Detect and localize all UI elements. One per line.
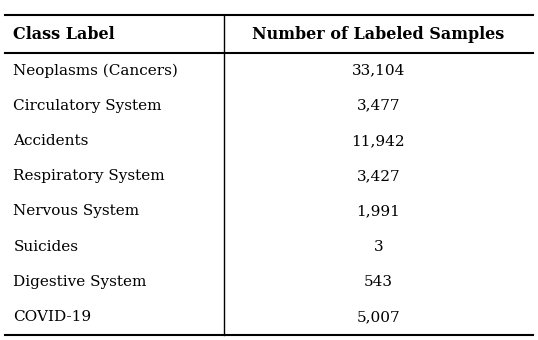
Text: Neoplasms (Cancers): Neoplasms (Cancers) <box>13 63 178 78</box>
Text: 11,942: 11,942 <box>352 134 405 148</box>
Text: 3,427: 3,427 <box>357 169 400 183</box>
Text: 5,007: 5,007 <box>357 310 400 324</box>
Text: Suicides: Suicides <box>13 240 79 254</box>
Text: Nervous System: Nervous System <box>13 204 139 218</box>
Text: 543: 543 <box>364 275 393 289</box>
Text: 3,477: 3,477 <box>357 99 400 113</box>
Text: Digestive System: Digestive System <box>13 275 147 289</box>
Text: Respiratory System: Respiratory System <box>13 169 165 183</box>
Text: 33,104: 33,104 <box>352 63 405 77</box>
Text: Circulatory System: Circulatory System <box>13 99 162 113</box>
Text: Number of Labeled Samples: Number of Labeled Samples <box>252 26 505 42</box>
Text: Class Label: Class Label <box>13 26 115 42</box>
Text: COVID-19: COVID-19 <box>13 310 91 324</box>
Text: 3: 3 <box>373 240 383 254</box>
Text: Accidents: Accidents <box>13 134 89 148</box>
Text: 1,991: 1,991 <box>357 204 400 218</box>
